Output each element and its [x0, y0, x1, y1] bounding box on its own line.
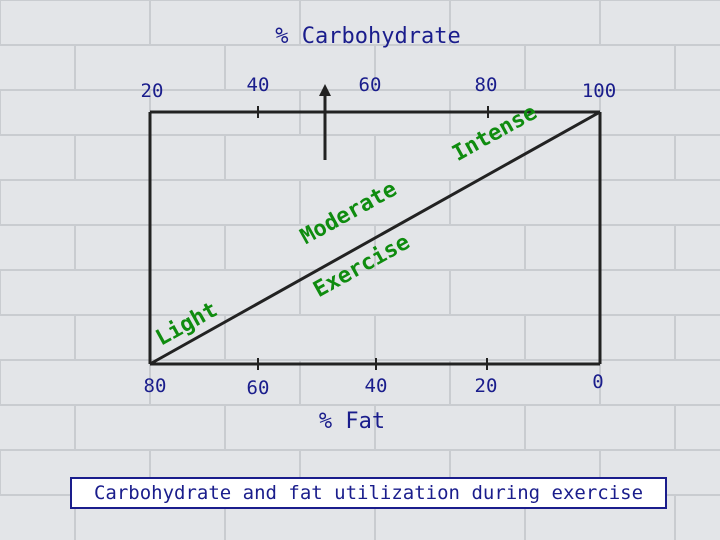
up-arrow-icon	[319, 84, 331, 160]
carb-tick-100: 100	[582, 80, 616, 102]
diagonal-line	[149, 110, 601, 366]
carb-tick-20: 20	[141, 80, 164, 102]
fat-tick-40: 40	[365, 375, 388, 397]
carb-tick-60: 60	[359, 74, 382, 96]
zone-label-intense: Intense	[448, 100, 541, 167]
fat-tick-60: 60	[247, 377, 270, 399]
carb-tick-40: 40	[247, 74, 270, 96]
caption-text: Carbohydrate and fat utilization during …	[93, 482, 644, 504]
carb-tick-80: 80	[475, 74, 498, 96]
fat-tick-20: 20	[475, 375, 498, 397]
caption-box: Carbohydrate and fat utilization during …	[70, 477, 667, 509]
fat-tick-80: 80	[144, 375, 167, 397]
carbohydrate-axis-title: % Carbohydrate	[275, 24, 460, 49]
fat-axis-title: % Fat	[319, 409, 385, 434]
fat-tick-0: 0	[592, 371, 603, 393]
